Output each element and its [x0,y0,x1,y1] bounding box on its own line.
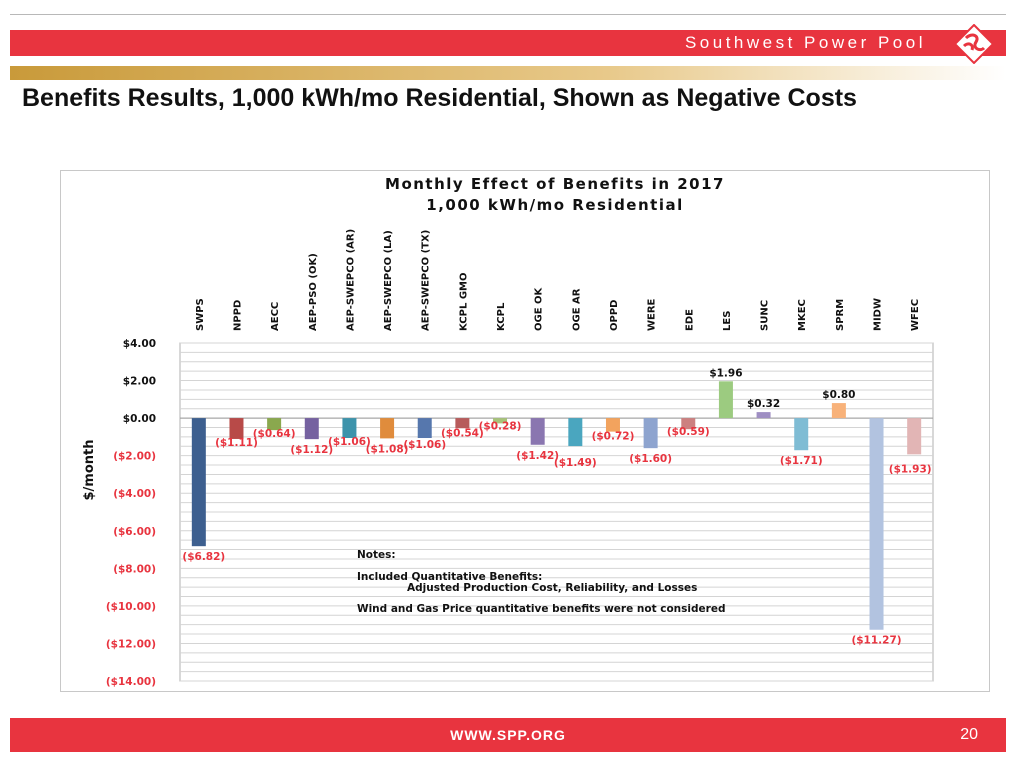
category-label: AEP-SWEPCO (AR) [345,229,356,331]
spp-logo-icon [954,24,994,64]
bar-aep-pso-ok [304,418,319,440]
category-label: SPRM [835,299,846,331]
value-label: ($1.93) [889,463,932,475]
category-label: AEP-SWEPCO (TX) [421,230,432,331]
bar-midw [869,418,884,630]
y-tick-label: ($10.00) [106,601,156,613]
value-label: ($1.08) [366,443,409,455]
chart-title: Monthly Effect of Benefits in 2017 [385,175,725,193]
bar-sprm [831,403,846,419]
category-label: SUNC [760,300,771,331]
category-label: OGE OK [534,286,545,331]
value-label: ($11.27) [851,635,901,647]
bar-aecc [267,418,282,431]
notes-line-2: Adjusted Production Cost, Reliability, a… [407,582,697,594]
category-label: AEP-SWEPCO (LA) [383,230,394,331]
notes-heading: Notes: [357,549,396,561]
y-tick-label: ($8.00) [113,563,156,575]
category-label: KCPL [496,302,507,331]
value-label: $0.80 [822,389,855,401]
bar-aep-swepco-la [380,418,395,439]
page-number: 20 [960,726,978,743]
bar-kcpl [493,418,508,424]
accent-band [10,66,1006,80]
category-label: AEP-PSO (OK) [308,253,319,331]
category-label: OGE AR [571,288,582,331]
value-label: ($1.06) [403,439,446,451]
category-label: OPPD [609,300,620,331]
value-label: ($0.54) [441,427,484,439]
bar-aep-swepco-tx [417,418,432,439]
bar-swps [191,418,206,547]
y-tick-label: $4.00 [123,338,156,350]
bar-were [643,418,658,449]
value-label: ($1.60) [629,453,672,465]
y-tick-label: $0.00 [123,413,156,425]
value-label: ($1.11) [215,437,258,449]
value-label: ($1.49) [554,457,597,469]
bar-oppd [605,418,620,432]
brand-name: Southwest Power Pool [684,33,926,52]
benefits-bar-chart: Monthly Effect of Benefits in 2017 1,000… [82,175,934,688]
value-label: ($0.72) [592,431,635,443]
chart-subtitle: 1,000 kWh/mo Residential [426,196,683,214]
category-label: MKEC [797,299,808,331]
category-label: NPPD [232,300,243,331]
value-label: ($1.06) [328,436,371,448]
bar-wfec [907,418,922,455]
bar-ede [681,418,696,430]
bar-aep-swepco-ar [342,418,357,439]
slide-title: Benefits Results, 1,000 kWh/mo Residenti… [22,84,857,112]
notes-line-1: Included Quantitative Benefits: [357,571,542,583]
bar-kcpl-gmo [455,418,470,429]
header-band: Southwest Power Pool [10,24,1006,64]
value-label: ($0.64) [253,428,296,440]
y-tick-label: ($6.00) [113,526,156,538]
bar-oge-ok [530,418,545,445]
value-label: ($6.82) [182,551,225,563]
footer-url[interactable]: WWW.SPP.ORG [450,727,566,743]
footer-band: WWW.SPP.ORG 20 [10,718,1006,752]
y-tick-label: ($14.00) [106,676,156,688]
notes-line-3: Wind and Gas Price quantitative benefits… [357,603,725,615]
value-label: $1.96 [709,367,742,379]
y-tick-label: $2.00 [123,376,156,388]
category-label: WFEC [910,299,921,331]
top-rule [10,14,1006,15]
y-tick-label: ($2.00) [113,451,156,463]
value-label: $0.32 [747,398,780,410]
y-tick-label: ($4.00) [113,488,156,500]
value-label: ($1.12) [290,444,333,456]
value-label: ($1.42) [516,450,559,462]
category-label: AECC [270,302,281,331]
y-axis-label: $/month [82,440,97,501]
value-label: ($0.28) [479,420,522,432]
bar-oge-ar [568,418,583,447]
category-label: WERE [647,298,658,331]
value-label: ($1.71) [780,455,823,467]
y-tick-label: ($12.00) [106,638,156,650]
value-label: ($0.59) [667,426,710,438]
category-label: SWPS [195,298,206,331]
bar-mkec [794,418,809,451]
bar-les [718,381,733,419]
category-label: MIDW [873,298,884,331]
category-label: EDE [684,309,695,331]
bar-nppd [229,418,244,439]
bar-sunc [756,412,771,419]
category-label: LES [722,311,733,331]
category-label: KCPL GMO [458,273,469,331]
